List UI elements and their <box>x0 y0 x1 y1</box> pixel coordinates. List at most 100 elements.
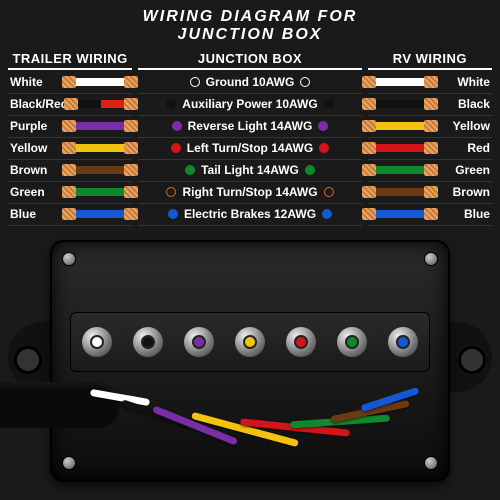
inner-wire <box>90 389 150 406</box>
title-line1: WIRING DIAGRAM FOR <box>0 8 500 26</box>
signal-label: Right Turn/Stop 14AWG <box>182 185 317 199</box>
junction-box-photo <box>0 232 500 492</box>
rv-row: Yellow <box>368 116 492 138</box>
signal-dot-icon <box>168 209 178 219</box>
signal-label: Electric Brakes 12AWG <box>184 207 316 221</box>
junction-row: Ground 10AWG <box>138 72 362 94</box>
terminal-nut-icon <box>192 335 206 349</box>
trailer-wire-label: White <box>8 75 68 89</box>
trailer-wire <box>72 122 128 130</box>
junction-row: Reverse Light 14AWG <box>138 116 362 138</box>
trailer-wire-label: Yellow <box>8 141 68 155</box>
rv-wire <box>372 78 428 86</box>
signal-dot-icon <box>324 187 334 197</box>
trailer-wire-label: Purple <box>8 119 68 133</box>
terminal <box>337 327 367 357</box>
signal-dot-icon <box>166 99 176 109</box>
rv-row: White <box>368 72 492 94</box>
rv-wire-label: Green <box>432 163 492 177</box>
col-junction: JUNCTION BOX Ground 10AWG Auxiliary Power… <box>138 51 362 226</box>
col-head-junction: JUNCTION BOX <box>138 51 362 70</box>
terminal-strip <box>70 312 430 372</box>
col-trailer: TRAILER WIRING White Black/Red Purple Yello… <box>8 51 132 226</box>
col-rv: RV WIRING White Black Yellow Red Green Brown B… <box>368 51 492 226</box>
trailer-row: Purple <box>8 116 132 138</box>
signal-label: Ground 10AWG <box>206 75 295 89</box>
rv-wire <box>372 166 428 174</box>
signal-dot-icon <box>324 99 334 109</box>
terminal-nut-icon <box>141 335 155 349</box>
screw-icon <box>424 252 438 266</box>
terminal <box>184 327 214 357</box>
rv-wire-label: Yellow <box>432 119 492 133</box>
trailer-wire <box>72 166 128 174</box>
terminal <box>82 327 112 357</box>
rv-row: Green <box>368 160 492 182</box>
columns: TRAILER WIRING White Black/Red Purple Yello… <box>0 47 500 226</box>
trailer-wire <box>72 188 128 196</box>
terminal-nut-icon <box>345 335 359 349</box>
rv-wire-label: Brown <box>432 185 492 199</box>
rv-wire-label: Black <box>432 97 492 111</box>
terminal-nut-icon <box>294 335 308 349</box>
junction-row: Right Turn/Stop 14AWG <box>138 182 362 204</box>
signal-dot-icon <box>190 77 200 87</box>
junction-row: Left Turn/Stop 14AWG <box>138 138 362 160</box>
rv-wire <box>372 144 428 152</box>
trailer-wire-label: Blue <box>8 207 68 221</box>
trailer-wire-label: Black/Red <box>8 97 70 111</box>
trailer-wire-label: Brown <box>8 163 68 177</box>
rv-row: Blue <box>368 204 492 226</box>
trailer-row: Green <box>8 182 132 204</box>
trailer-wire <box>74 100 128 108</box>
signal-dot-icon <box>305 165 315 175</box>
trailer-wire <box>72 144 128 152</box>
signal-label: Tail Light 14AWG <box>201 163 299 177</box>
signal-dot-icon <box>172 121 182 131</box>
trailer-wire <box>72 78 128 86</box>
signal-label: Auxiliary Power 10AWG <box>182 97 317 111</box>
signal-dot-icon <box>318 121 328 131</box>
trailer-row: Yellow <box>8 138 132 160</box>
terminal <box>286 327 316 357</box>
inner-wires <box>90 382 430 462</box>
signal-label: Left Turn/Stop 14AWG <box>187 141 313 155</box>
screw-icon <box>62 252 76 266</box>
trailer-row: Blue <box>8 204 132 226</box>
rv-wire-label: White <box>432 75 492 89</box>
junction-row: Auxiliary Power 10AWG <box>138 94 362 116</box>
rv-wire <box>372 210 428 218</box>
title-line2: JUNCTION BOX <box>0 26 500 44</box>
rv-wire <box>372 122 428 130</box>
terminal-nut-icon <box>90 335 104 349</box>
junction-row: Tail Light 14AWG <box>138 160 362 182</box>
screw-icon <box>62 456 76 470</box>
terminal-nut-icon <box>396 335 410 349</box>
rv-wire <box>372 100 428 108</box>
signal-dot-icon <box>322 209 332 219</box>
rv-row: Black <box>368 94 492 116</box>
terminal <box>235 327 265 357</box>
terminal <box>388 327 418 357</box>
signal-dot-icon <box>185 165 195 175</box>
rv-wire <box>372 188 428 196</box>
trailer-row: Brown <box>8 160 132 182</box>
rv-row: Brown <box>368 182 492 204</box>
col-head-trailer: TRAILER WIRING <box>8 51 132 70</box>
signal-dot-icon <box>319 143 329 153</box>
signal-label: Reverse Light 14AWG <box>188 119 313 133</box>
diagram-title: WIRING DIAGRAM FOR JUNCTION BOX <box>0 0 500 47</box>
rv-wire-label: Red <box>432 141 492 155</box>
rv-row: Red <box>368 138 492 160</box>
signal-dot-icon <box>300 77 310 87</box>
trailer-row: White <box>8 72 132 94</box>
signal-dot-icon <box>166 187 176 197</box>
terminal <box>133 327 163 357</box>
col-head-rv: RV WIRING <box>368 51 492 70</box>
trailer-row: Black/Red <box>8 94 132 116</box>
signal-dot-icon <box>171 143 181 153</box>
trailer-wire <box>72 210 128 218</box>
trailer-wire-label: Green <box>8 185 68 199</box>
rv-wire-label: Blue <box>432 207 492 221</box>
terminal-nut-icon <box>243 335 257 349</box>
